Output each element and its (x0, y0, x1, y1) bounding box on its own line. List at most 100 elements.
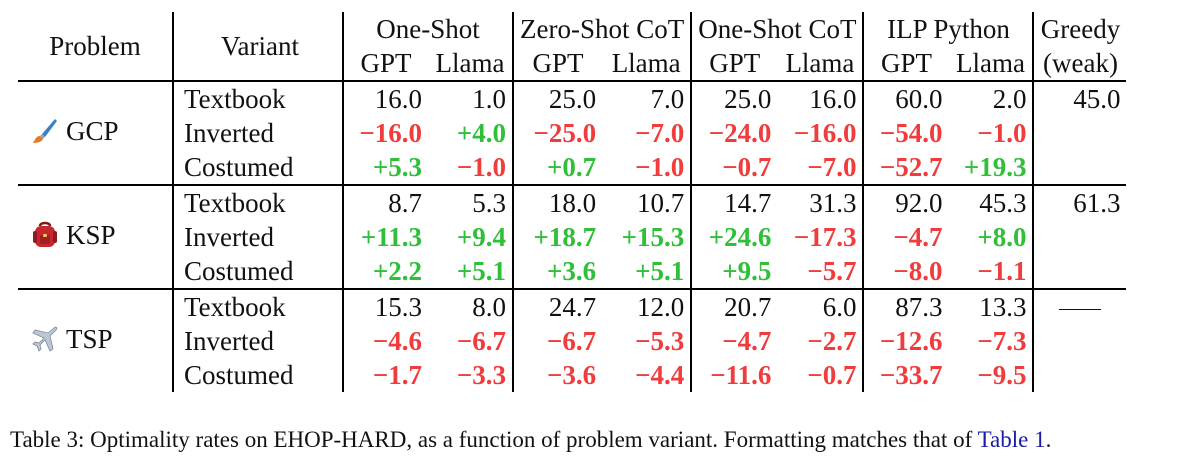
header-model: GPT (360, 48, 412, 78)
value-cell: 6.0 (777, 288, 865, 324)
value-cell: +9.5 (722, 256, 772, 286)
value-cell: 2.0 (948, 80, 1035, 116)
value-cell: 8.7 (343, 184, 428, 220)
greedy-cell (1033, 116, 1126, 150)
value-cell: 92.0 (863, 184, 949, 220)
variant-cell: Textbook (173, 184, 344, 220)
value-cell: 10.7 (602, 184, 693, 220)
value-cell: +2.2 (372, 256, 422, 286)
problem-label-group: TSP (32, 322, 113, 356)
table-caption: Table 3: Optimality rates on EHOP-HARD, … (10, 427, 1051, 453)
problem-label-group: KSP (32, 218, 116, 252)
value-cell: −52.7 (879, 152, 943, 182)
problem-cell: KSP (18, 184, 174, 289)
value-cell: 18.0 (513, 184, 603, 220)
results-table: Problem Variant One-Shot Zero-Shot CoT O… (18, 12, 1127, 392)
variant-cell: Inverted (173, 116, 344, 150)
value-cell: 16.0 (777, 80, 865, 116)
header-model: GPT (880, 48, 932, 78)
header-greedy-sub: (weak) (1043, 48, 1118, 78)
value-cell: −6.7 (428, 324, 514, 358)
value-cell: +5.3 (372, 152, 422, 182)
value-cell: −54.0 (879, 118, 943, 148)
value-cell: −0.7 (777, 358, 865, 392)
table-row: Costumed +2.2 +5.1 +3.6 +5.1 +9.5 −5.7 −8.0 −1.1 (18, 254, 1126, 289)
table-row: TSP Textbook 15.3 8.0 24.7 12.0 20.7 6.0 87.3 13.… (18, 288, 1127, 392)
variant-cell: Inverted (173, 220, 344, 254)
value-cell: 1.0 (428, 80, 514, 116)
header-group-one-shot-cot: One-Shot CoT (691, 12, 865, 46)
value-cell: 24.7 (513, 288, 603, 324)
problem-cell: TSP (18, 288, 174, 392)
value-cell: +24.6 (708, 222, 772, 252)
table-row: Inverted +11.3 +9.4 +18.7 +15.3 +24.6 −17.3 −4.… (18, 220, 1126, 254)
greedy-cell (1033, 254, 1126, 289)
value-cell: −8.0 (893, 256, 943, 286)
table-row: GCP Textbook 16.0 1.0 25.0 7.0 25.0 16.0 60.0 2.0… (18, 80, 1127, 185)
table-row: Inverted −16.0 +4.0 −25.0 −7.0 −24.0 −16.0 −54.… (18, 116, 1126, 150)
value-cell: +0.7 (546, 152, 597, 182)
greedy-cell: 45.0 (1033, 80, 1127, 116)
value-cell: −4.6 (372, 326, 422, 356)
problem-label-group: GCP (32, 114, 119, 148)
greedy-cell (1033, 220, 1126, 254)
value-cell: +5.1 (602, 254, 693, 289)
variant-cell: Textbook (173, 80, 344, 116)
table-1-link[interactable]: Table 1 (977, 427, 1046, 452)
value-cell: −17.3 (777, 220, 865, 254)
greedy-cell (1033, 288, 1127, 324)
value-cell: 13.3 (948, 288, 1035, 324)
value-cell: −16.0 (777, 116, 865, 150)
value-cell: −5.3 (602, 324, 693, 358)
problem-cell: GCP (18, 80, 174, 185)
value-cell: −16.0 (359, 118, 422, 148)
results-body: GCP Textbook 16.0 1.0 25.0 7.0 25.0 16.0 60.0 2.0… (18, 80, 1127, 392)
value-cell: −9.5 (948, 358, 1035, 392)
value-cell: +11.3 (360, 222, 422, 252)
value-cell: +9.4 (428, 220, 514, 254)
airplane-icon (32, 325, 58, 353)
header-row-groups: Problem Variant One-Shot Zero-Shot CoT O… (18, 12, 1126, 81)
value-cell: −24.0 (708, 118, 772, 148)
value-cell: −6.7 (546, 326, 597, 356)
variant-cell: Costumed (173, 150, 344, 185)
header-greedy: Greedy (1040, 14, 1121, 44)
value-cell: −25.0 (533, 118, 597, 148)
greedy-dash (1059, 309, 1102, 311)
value-cell: +8.0 (948, 220, 1035, 254)
header-model: Llama (428, 46, 514, 81)
greedy-cell (1033, 324, 1126, 358)
problem-name: GCP (66, 115, 119, 146)
value-cell: −1.0 (602, 150, 693, 185)
value-cell: 31.3 (777, 184, 865, 220)
table-row: Costumed +5.3 −1.0 +0.7 −1.0 −0.7 −7.0 −52.7 +19… (18, 150, 1126, 185)
value-cell: 16.0 (343, 80, 428, 116)
variant-cell: Textbook (173, 288, 344, 324)
value-cell: 14.7 (691, 184, 778, 220)
value-cell: −7.0 (602, 116, 693, 150)
header-model: Llama (602, 46, 693, 81)
value-cell: −2.7 (777, 324, 865, 358)
header-row-models: GPT Llama GPT Llama GPT Llama GPT Llama … (18, 46, 1126, 81)
header-model: Llama (948, 46, 1035, 81)
greedy-cell: 61.3 (1033, 184, 1127, 220)
header-model: GPT (532, 48, 584, 78)
value-cell: −11.6 (710, 360, 772, 390)
value-cell: +19.3 (948, 150, 1035, 185)
variant-cell: Inverted (173, 324, 344, 358)
value-cell: 25.0 (513, 80, 603, 116)
caption-end: . (1045, 427, 1052, 452)
value-cell: −12.6 (879, 326, 943, 356)
value-cell: 25.0 (691, 80, 778, 116)
table-row: Inverted −4.6 −6.7 −6.7 −5.3 −4.7 −2.7 −12.6 −7.… (18, 324, 1126, 358)
value-cell: −1.7 (372, 360, 422, 390)
value-cell: 5.3 (428, 184, 514, 220)
value-cell: −1.0 (948, 116, 1035, 150)
header-group-one-shot: One-Shot (343, 12, 514, 46)
table-row: Costumed −1.7 −3.3 −3.6 −4.4 −11.6 −0.7 −33.7 −9… (18, 358, 1126, 392)
value-cell: −7.3 (948, 324, 1035, 358)
header-model: Llama (777, 46, 865, 81)
value-cell: 60.0 (863, 80, 949, 116)
value-cell: +5.1 (428, 254, 514, 289)
value-cell: 20.7 (691, 288, 778, 324)
